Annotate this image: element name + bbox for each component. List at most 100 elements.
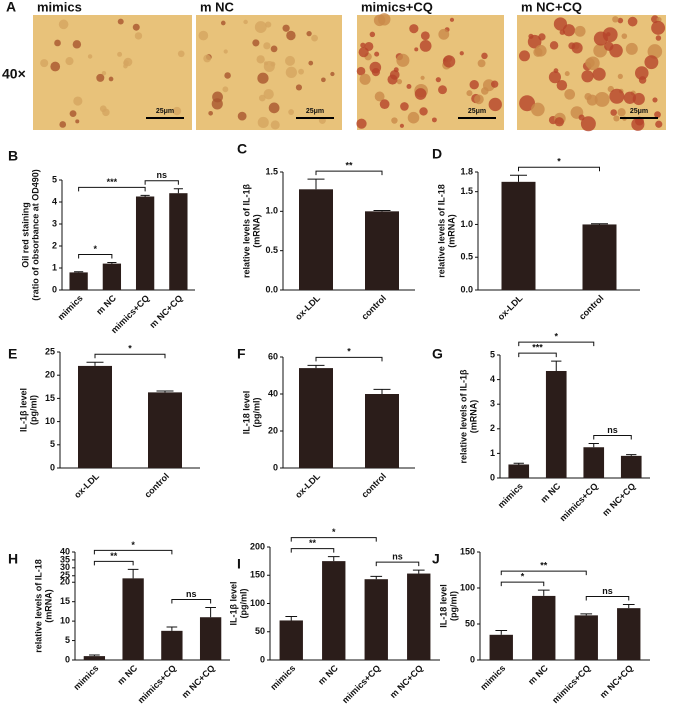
cell: [306, 30, 312, 37]
cell: [610, 109, 618, 116]
panel-label: B: [8, 148, 18, 164]
cell: [474, 94, 484, 105]
cell: [393, 67, 399, 73]
cell: [172, 106, 182, 116]
cell: [564, 88, 576, 100]
bar: [364, 579, 388, 660]
panel-label: E: [8, 346, 17, 362]
cell: [549, 41, 559, 50]
bar: [299, 368, 333, 468]
cell: [288, 109, 295, 115]
cell: [364, 41, 374, 51]
bar: [78, 365, 112, 468]
error-bar: [86, 361, 104, 366]
cell: [420, 31, 430, 41]
y-axis-label: relative levels of IL-1β: [458, 369, 468, 464]
cell: [75, 119, 80, 124]
y-axis-label: (pg/ml): [28, 395, 38, 425]
cell: [65, 57, 74, 66]
y-tick-label: 50: [255, 626, 265, 636]
cell: [243, 19, 248, 25]
cell: [604, 41, 614, 51]
significance-label: *: [128, 344, 132, 354]
significance-bracket: [518, 341, 595, 347]
cell: [286, 30, 296, 41]
y-axis-label: (ratio of obsorbance at OD490): [30, 169, 40, 301]
panel-label: F: [237, 346, 246, 362]
cell: [369, 61, 382, 74]
cell: [132, 23, 140, 31]
cell: [527, 34, 542, 49]
bar: [322, 561, 346, 660]
y-tick-label: 15: [45, 393, 55, 403]
cell: [488, 97, 502, 112]
x-tick-label: m NC: [94, 293, 118, 317]
y-tick-label: 20: [60, 577, 70, 587]
cell: [356, 118, 367, 129]
cell: [254, 21, 267, 33]
y-tick-label: 3: [52, 218, 57, 228]
bar: [545, 370, 567, 478]
y-axis-label: Oil red staining: [20, 202, 30, 268]
cell: [396, 78, 403, 85]
y-tick-label: 10: [45, 416, 55, 426]
cell: [655, 35, 662, 41]
cell: [400, 102, 409, 111]
y-axis-label: (mRNA): [446, 214, 456, 248]
significance-bracket: [171, 599, 212, 604]
y-tick-label: 0.0: [460, 284, 473, 294]
cell: [491, 80, 499, 88]
cell: [360, 42, 366, 48]
bar: [83, 656, 106, 660]
cell: [257, 116, 269, 129]
image-title: m NC+CQ: [521, 0, 582, 14]
x-tick-label: m NC: [526, 663, 550, 687]
cell: [644, 55, 659, 70]
y-axis-label: IL-1β level: [228, 581, 238, 625]
bar: [508, 464, 530, 478]
cell: [554, 117, 564, 127]
x-tick-label: m NC+CQ: [180, 663, 217, 700]
cell: [263, 89, 274, 100]
cell: [647, 44, 663, 59]
y-tick-label: 4: [490, 374, 495, 384]
y-axis-label: (pg/ml): [448, 591, 458, 621]
cell: [585, 58, 595, 68]
significance-label: **: [540, 561, 548, 571]
panel-label: H: [8, 551, 18, 567]
cell: [252, 39, 260, 47]
cell: [58, 19, 69, 30]
cell: [580, 116, 596, 132]
cell: [102, 108, 110, 117]
y-tick-label: 0.5: [265, 245, 278, 255]
scale-label: 25μm: [156, 108, 174, 115]
cell: [553, 17, 568, 31]
x-tick-label: mimics: [71, 663, 100, 692]
x-tick-label: mimics: [496, 481, 525, 510]
bar: [365, 211, 399, 290]
significance-bracket: [93, 549, 173, 555]
panel-label: C: [237, 141, 247, 157]
cell: [59, 121, 67, 128]
y-tick-label: 1: [490, 448, 495, 458]
cell: [419, 107, 428, 116]
x-tick-label: mimics+CQ: [550, 663, 592, 705]
y-axis-label: IL-18 level: [438, 584, 448, 628]
significance-label: ns: [607, 425, 618, 435]
bar: [279, 620, 303, 660]
cell: [625, 42, 638, 55]
bar: [583, 447, 605, 478]
bar: [617, 608, 641, 660]
significance-bracket: [500, 570, 587, 576]
y-tick-label: 50: [465, 618, 475, 628]
cell: [656, 16, 662, 23]
cell: [442, 55, 456, 68]
cell: [223, 49, 228, 54]
error-bar: [510, 174, 527, 182]
y-tick-label: 0: [490, 472, 495, 482]
cell: [198, 30, 209, 41]
y-axis-label: IL-18 level: [241, 391, 251, 435]
y-tick-label: 0.5: [460, 252, 473, 262]
y-tick-label: 1.8: [460, 166, 473, 176]
significance-label: ns: [602, 586, 613, 596]
